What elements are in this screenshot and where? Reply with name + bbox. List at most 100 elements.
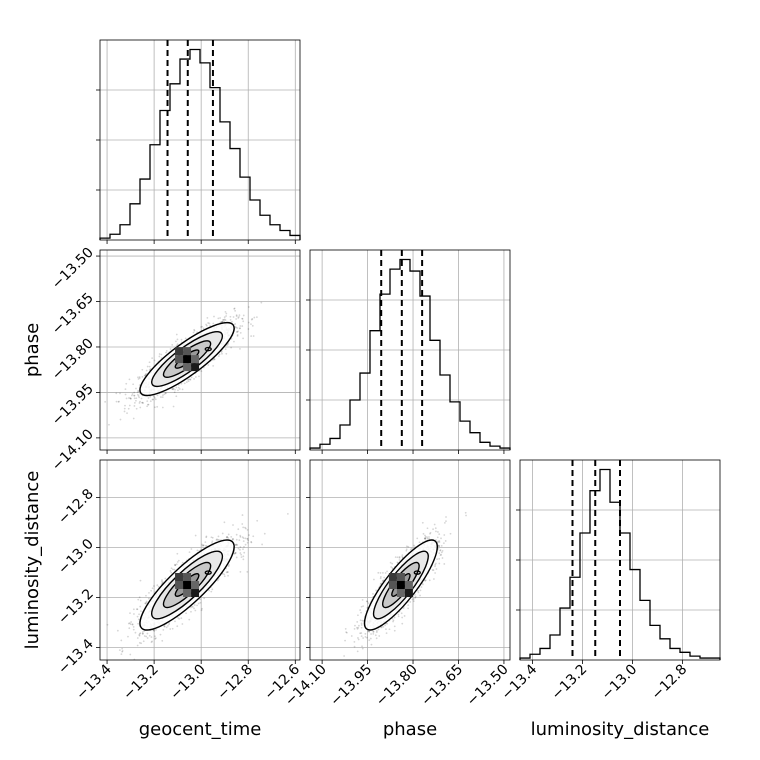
sample-point [256, 519, 259, 522]
sample-point [437, 544, 440, 547]
sample-point [210, 590, 213, 593]
sample-point [180, 617, 183, 620]
sample-point [190, 548, 193, 550]
sample-point [241, 317, 244, 320]
sample-point [367, 602, 370, 605]
sample-point [205, 324, 208, 327]
sample-point [250, 335, 253, 337]
sample-point [136, 615, 139, 618]
sample-point [438, 533, 441, 536]
sample-point [132, 628, 135, 631]
sample-point [178, 617, 181, 620]
sample-point [441, 549, 444, 552]
sample-point [148, 591, 150, 594]
sample-point [235, 326, 238, 329]
sample-point [211, 588, 214, 591]
sample-point [176, 561, 179, 563]
sample-point [175, 333, 178, 336]
sample-point [123, 410, 126, 413]
sample-point [384, 624, 387, 627]
sample-point [153, 359, 156, 362]
sample-point [235, 318, 238, 320]
joint-panel-geocent_time-phase [96, 250, 300, 454]
sample-point [241, 325, 244, 327]
sample-point [222, 318, 224, 321]
sample-point [410, 547, 413, 550]
sample-point [126, 412, 128, 415]
sample-point [388, 628, 391, 631]
sample-point [152, 395, 155, 398]
sample-point [221, 320, 224, 323]
sample-point [375, 631, 378, 634]
sample-point [360, 635, 363, 638]
sample-point [357, 638, 360, 641]
sample-point [360, 622, 363, 625]
sample-point [356, 621, 359, 623]
sample-point [151, 357, 154, 360]
sample-point [143, 635, 146, 637]
sample-point [428, 537, 431, 540]
sample-point [233, 307, 236, 310]
sample-point [205, 323, 207, 326]
sample-point [233, 340, 235, 343]
sample-point [238, 314, 241, 317]
sample-point [216, 538, 218, 541]
sample-point [418, 541, 421, 544]
sample-point [438, 545, 441, 547]
sample-point [350, 635, 353, 637]
sample-point [244, 537, 247, 540]
sample-point [160, 353, 163, 356]
sample-point [181, 623, 184, 625]
sample-point [165, 626, 168, 629]
sample-point [370, 643, 373, 646]
sample-point [145, 601, 148, 604]
sample-point [242, 320, 245, 323]
sample-point [133, 405, 136, 407]
sample-point [133, 401, 136, 404]
density-cell [191, 363, 200, 372]
sample-point [167, 624, 169, 627]
sample-point [390, 566, 393, 568]
sample-point [140, 642, 143, 645]
sample-point [119, 418, 122, 421]
sample-point [153, 630, 156, 632]
sample-point [443, 521, 446, 524]
sample-point [246, 570, 249, 573]
sample-point [392, 619, 395, 622]
sample-point [161, 406, 164, 409]
sample-point [437, 547, 440, 550]
sample-point [148, 361, 151, 364]
sample-point [368, 630, 371, 633]
sample-point [412, 600, 415, 603]
sample-point [421, 521, 424, 524]
sample-point [173, 568, 176, 571]
sample-point [134, 631, 137, 634]
sample-point [200, 370, 203, 373]
sample-point [137, 378, 140, 380]
sample-point [118, 400, 120, 403]
sample-point [153, 585, 155, 587]
sample-point [235, 543, 238, 546]
sample-point [235, 556, 238, 559]
sample-point [165, 349, 168, 352]
density-cell [183, 573, 192, 581]
sample-point [141, 368, 144, 371]
sample-point [373, 578, 375, 581]
density-cell [183, 355, 192, 364]
sample-point [234, 326, 237, 328]
density-core [175, 573, 200, 597]
sample-point [234, 309, 237, 312]
sample-point [382, 579, 384, 582]
sample-point [437, 540, 440, 543]
sample-point [161, 579, 163, 581]
sample-point [148, 368, 151, 371]
sample-point [375, 589, 377, 592]
sample-point [225, 352, 228, 355]
sample-point [237, 330, 239, 333]
sample-point [252, 535, 255, 538]
sample-point [141, 401, 144, 404]
sample-point [160, 396, 162, 398]
sample-point [398, 559, 401, 561]
sample-point [243, 551, 246, 554]
sample-point [154, 635, 156, 638]
